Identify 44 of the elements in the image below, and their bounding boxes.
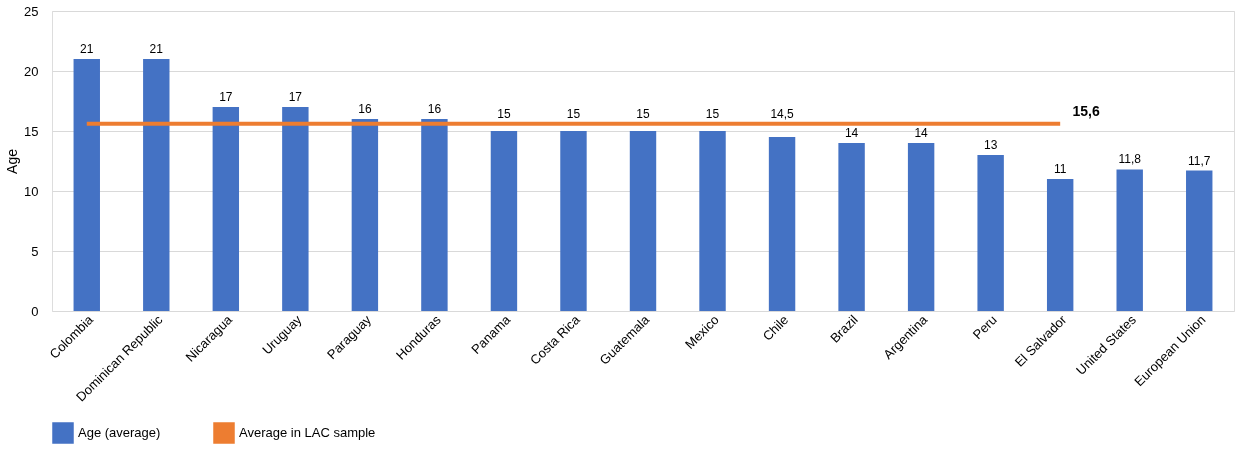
data-label: 15: [566, 106, 581, 121]
bar: [351, 119, 379, 311]
bar: [282, 107, 309, 311]
data-label: 16: [358, 102, 372, 116]
bar: [421, 119, 448, 311]
data-label: 14,5: [770, 106, 795, 121]
bar: [1116, 169, 1143, 311]
bar: [490, 131, 518, 311]
data-label: 14: [914, 126, 929, 140]
data-label: 13: [983, 138, 998, 152]
legend-label: Age (average): [78, 425, 161, 440]
data-label: 15: [636, 106, 650, 121]
y-tick-label: 25: [24, 3, 39, 19]
bar: [768, 137, 796, 311]
bar: [212, 107, 240, 311]
bar: [143, 59, 170, 311]
bar: [699, 131, 726, 311]
data-label: 21: [80, 42, 94, 56]
bar: [73, 59, 100, 311]
bar: [977, 155, 1004, 311]
data-label: 15: [705, 106, 720, 121]
data-label: 15,6: [1072, 102, 1101, 119]
bar: [1046, 179, 1074, 311]
bar: [560, 131, 587, 311]
data-label: 16: [427, 102, 442, 116]
bar: [629, 131, 657, 311]
y-tick-label: 5: [31, 243, 39, 259]
y-tick-label: 10: [24, 183, 39, 199]
data-label: 17: [288, 90, 303, 104]
y-tick-label: 15: [24, 123, 39, 139]
bar: [1186, 170, 1213, 311]
bar: [907, 143, 935, 311]
y-tick-label: 20: [24, 63, 39, 79]
data-label: 11,8: [1118, 152, 1142, 167]
y-axis-title: Age: [4, 148, 21, 174]
data-label: 15: [497, 106, 511, 121]
data-label: 17: [219, 90, 233, 104]
data-label: 11,7: [1188, 153, 1211, 168]
legend-label: Average in LAC sample: [239, 425, 376, 440]
data-label: 11: [1053, 162, 1067, 176]
data-label: 21: [149, 42, 164, 56]
data-label: 14: [844, 126, 859, 140]
bar: [838, 143, 865, 311]
y-tick-label: 0: [31, 303, 39, 319]
